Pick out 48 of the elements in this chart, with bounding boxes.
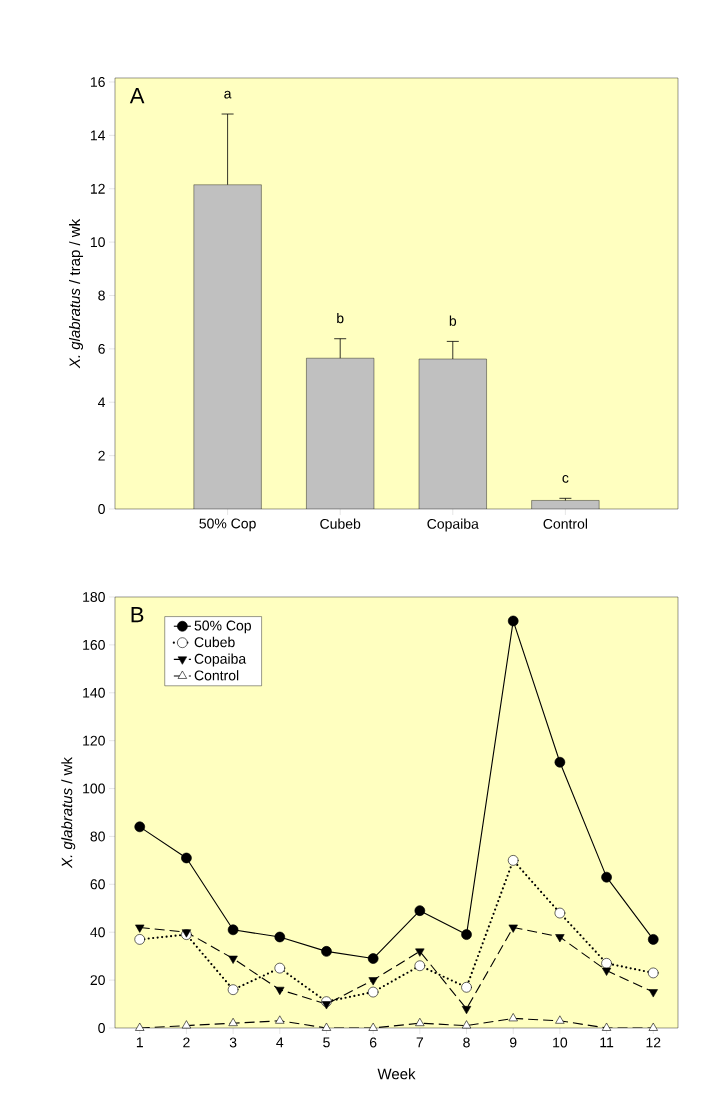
x-tick-label: 50% Cop — [199, 518, 256, 532]
y-axis-title: X. glabratus / trap / wk — [69, 218, 84, 369]
annotation: b — [337, 312, 344, 324]
x-axis-title: Week — [377, 1068, 416, 1080]
x-tick-label: 6 — [369, 1037, 377, 1048]
y-tick-label: 6 — [98, 343, 105, 354]
x-tick-label: 10 — [553, 1037, 568, 1048]
y-tick-label: 60 — [90, 879, 105, 890]
x-tick-label: Copaiba — [427, 518, 479, 532]
y-tick-label: 80 — [90, 831, 105, 842]
x-tick-label: 5 — [323, 1037, 330, 1048]
y-tick-label: 2 — [98, 450, 105, 461]
x-tick-label: 7 — [416, 1037, 424, 1048]
x-tick-label: 3 — [229, 1037, 237, 1048]
legend-label: 50% Cop — [194, 620, 251, 634]
y-tick-label: 4 — [97, 397, 106, 408]
y-tick-label: 0 — [98, 504, 105, 514]
annotation: A — [129, 87, 145, 104]
annotation: a — [224, 90, 232, 99]
x-tick-label: 8 — [463, 1037, 470, 1048]
y-axis-title: X. glabratus / wk — [61, 757, 76, 869]
y-tick-label: 12 — [90, 183, 105, 194]
y-tick-label: 160 — [83, 639, 105, 650]
y-tick-label: 100 — [83, 783, 105, 794]
y-tick-label: 20 — [90, 975, 105, 986]
y-tick-label: 120 — [83, 735, 105, 746]
x-tick-label: 4 — [276, 1037, 284, 1048]
y-tick-label: 40 — [90, 927, 105, 938]
x-tick-label: 2 — [183, 1037, 190, 1048]
legend-label: Copaiba — [194, 653, 247, 667]
x-tick-label: 11 — [600, 1037, 614, 1048]
y-tick-label: 0 — [98, 1023, 105, 1033]
y-tick-label: 16 — [90, 77, 105, 87]
annotation: b — [449, 315, 457, 326]
x-tick-label: 9 — [509, 1037, 517, 1048]
x-tick-label: Cubeb — [320, 518, 361, 529]
annotation: c — [562, 475, 569, 483]
x-tick-label: Control — [543, 518, 588, 529]
annotation: B — [131, 606, 144, 623]
x-tick-label: 1 — [136, 1037, 143, 1048]
y-tick-label: 140 — [83, 687, 105, 698]
y-tick-label: 180 — [83, 592, 105, 602]
x-tick-label: 12 — [646, 1037, 661, 1048]
y-tick-label: 8 — [98, 290, 105, 301]
y-tick-label: 14 — [90, 130, 106, 141]
legend-label: Cubeb — [194, 636, 235, 648]
legend-label: Control — [194, 670, 239, 681]
y-tick-label: 10 — [90, 237, 105, 248]
